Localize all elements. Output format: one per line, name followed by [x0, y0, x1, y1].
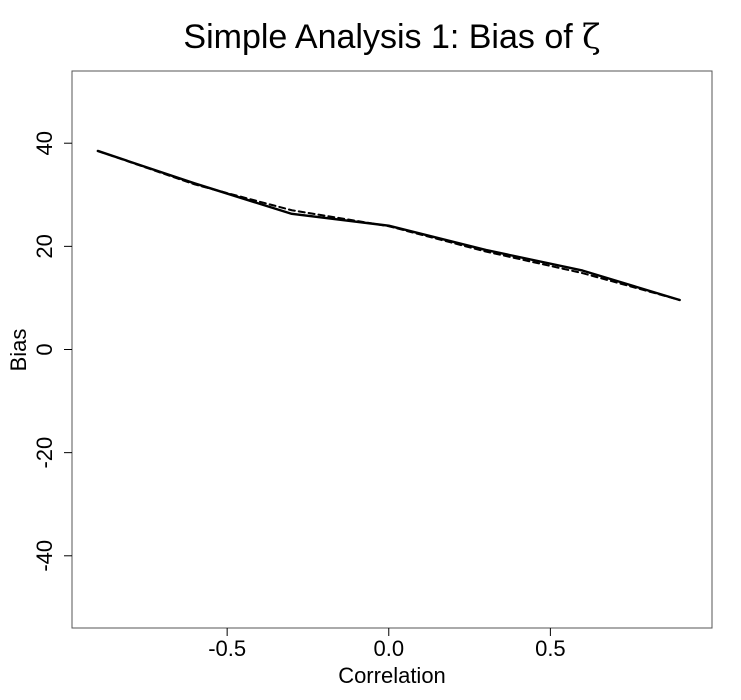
- x-axis: -0.5 0.0 0.5: [208, 628, 566, 661]
- x-axis-label: Correlation: [338, 663, 446, 688]
- y-tick-label: -40: [32, 540, 57, 572]
- y-axis: -40 -20 0 20 40: [32, 131, 72, 572]
- series-line-dashed: [96, 149, 681, 301]
- y-tick-label: 0: [32, 343, 57, 355]
- x-tick-label: -0.5: [208, 636, 246, 661]
- plot-area-frame: [71, 70, 713, 629]
- x-tick-label: 0.5: [535, 636, 566, 661]
- y-tick-label: 20: [32, 234, 57, 258]
- y-tick-label: 40: [32, 131, 57, 155]
- x-tick-label: 0.0: [373, 636, 404, 661]
- series-layer: [96, 149, 681, 302]
- chart-title-text: Simple Analysis 1: Bias of: [183, 18, 582, 56]
- y-axis-label: Bias: [6, 329, 31, 372]
- y-tick-label: -20: [32, 437, 57, 469]
- chart-title: Simple Analysis 1: Bias of ζ: [183, 17, 600, 57]
- chart-title-zeta-symbol: ζ: [582, 17, 600, 57]
